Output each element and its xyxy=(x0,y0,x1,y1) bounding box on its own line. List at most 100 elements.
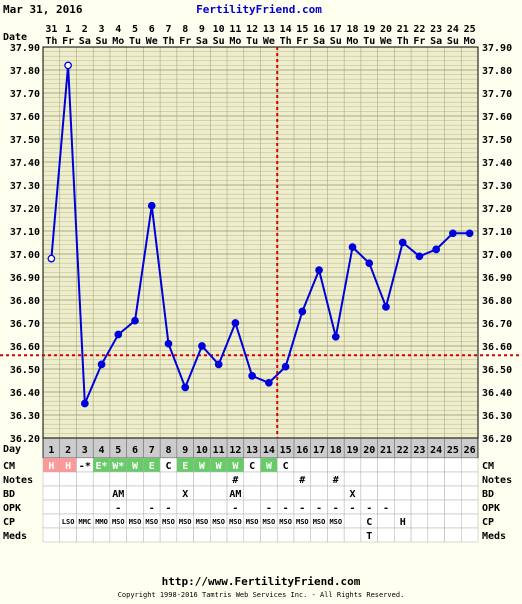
temperature-point[interactable] xyxy=(181,383,190,392)
y-tick-label-left: 36.20 xyxy=(10,434,40,445)
y-tick-label-right: 37.90 xyxy=(482,43,512,54)
row-cell-bd xyxy=(243,485,261,501)
temperature-point[interactable] xyxy=(114,330,123,339)
row-label-opk: OPK xyxy=(3,503,21,514)
day-number: 11 xyxy=(213,445,225,456)
row-cell-meds xyxy=(159,527,178,543)
day-number: 9 xyxy=(182,445,188,456)
temperature-point[interactable] xyxy=(449,229,457,238)
cell-opk: - xyxy=(299,503,305,514)
cell-opk: - xyxy=(333,503,339,514)
temperature-point[interactable] xyxy=(465,229,474,238)
cell-cp: H xyxy=(400,517,406,528)
temperature-point[interactable] xyxy=(147,201,156,210)
day-number: 13 xyxy=(246,445,258,456)
row-cell-opk xyxy=(193,499,211,515)
row-cell-meds xyxy=(210,527,228,543)
day-number: 15 xyxy=(280,445,292,456)
row-cell-cm xyxy=(360,457,378,473)
date-number: 11 xyxy=(229,24,241,35)
temperature-point[interactable] xyxy=(398,238,407,247)
weekday-label: Sa xyxy=(313,36,325,47)
y-tick-label-right: 37.10 xyxy=(482,227,512,238)
day-number: 5 xyxy=(115,445,121,456)
temperature-point[interactable] xyxy=(415,252,424,261)
date-number: 1 xyxy=(65,24,71,35)
row-cell-notes xyxy=(394,471,412,487)
y-tick-label-right: 36.70 xyxy=(482,319,512,330)
date-number: 23 xyxy=(430,24,442,35)
cell-notes: # xyxy=(299,475,305,486)
temperature-point[interactable] xyxy=(248,372,256,380)
y-tick-label-right: 37.60 xyxy=(482,112,512,123)
temperature-point[interactable] xyxy=(47,254,56,263)
cell-opk: - xyxy=(149,503,155,514)
temperature-point[interactable] xyxy=(97,360,106,369)
row-cell-cm xyxy=(427,457,445,473)
cell-cm: W xyxy=(216,461,223,472)
temperature-point[interactable] xyxy=(64,61,72,70)
row-cell-cp xyxy=(444,513,462,529)
y-tick-label-right: 36.50 xyxy=(482,365,512,376)
cell-bd: X xyxy=(182,489,188,500)
y-tick-label-left: 37.80 xyxy=(10,66,40,77)
row-cell-meds xyxy=(226,527,245,543)
row-cell-opk xyxy=(92,499,111,515)
weekday-label: Sa xyxy=(430,36,442,47)
temperature-point[interactable] xyxy=(231,319,240,327)
header-site[interactable]: FertilityFriend.com xyxy=(196,3,322,16)
date-number: 15 xyxy=(296,24,308,35)
row-cell-bd xyxy=(276,485,295,501)
cell-cm: C xyxy=(283,461,289,472)
day-number: 19 xyxy=(346,445,358,456)
cell-cm: -* xyxy=(79,461,91,472)
footer-copyright: Copyright 1998-2016 Tamtris Web Services… xyxy=(118,591,405,599)
row-cell-cm xyxy=(394,457,412,473)
row-cell-meds xyxy=(260,527,278,543)
temperature-point[interactable] xyxy=(432,245,441,254)
row-cell-meds xyxy=(193,527,211,543)
y-tick-label-right: 36.80 xyxy=(482,296,512,307)
cell-cm: W* xyxy=(112,461,124,472)
row-cell-opk xyxy=(76,499,94,515)
date-number: 8 xyxy=(182,24,188,35)
footer-url[interactable]: http://www.FertilityFriend.com xyxy=(162,575,361,588)
temperature-point[interactable] xyxy=(131,316,139,325)
temperature-point[interactable] xyxy=(265,378,273,387)
temperature-point[interactable] xyxy=(281,362,290,371)
temperature-point[interactable] xyxy=(348,243,357,251)
weekday-label: Sa xyxy=(196,36,208,47)
temperature-point[interactable] xyxy=(298,307,307,316)
row-cell-meds xyxy=(427,527,445,543)
cell-cm: H xyxy=(48,461,54,472)
y-tick-label-left: 37.30 xyxy=(10,181,40,192)
y-tick-label-right: 37.20 xyxy=(482,204,512,215)
row-cell-notes xyxy=(92,471,111,487)
row-cell-bd xyxy=(76,485,94,501)
date-number: 19 xyxy=(363,24,375,35)
row-cell-bd xyxy=(461,485,479,501)
cell-opk: - xyxy=(283,503,289,514)
temperature-point[interactable] xyxy=(164,339,173,348)
row-cell-notes xyxy=(377,471,395,487)
cell-cp: C xyxy=(366,517,372,528)
temperature-point[interactable] xyxy=(80,399,89,408)
temperature-point[interactable] xyxy=(382,303,390,311)
temperature-point[interactable] xyxy=(315,266,323,274)
date-number: 14 xyxy=(280,24,292,35)
y-tick-label-left: 37.90 xyxy=(10,43,40,54)
row-cell-opk xyxy=(59,499,77,515)
temperature-point[interactable] xyxy=(214,360,223,369)
y-tick-label-right: 36.30 xyxy=(482,411,512,422)
row-cell-notes xyxy=(360,471,378,487)
cell-cp: MSO xyxy=(313,518,326,526)
temperature-point[interactable] xyxy=(331,332,340,341)
date-number: 21 xyxy=(397,24,409,35)
temperature-point[interactable] xyxy=(365,259,374,268)
temperature-point[interactable] xyxy=(198,342,206,350)
row-cell-cp xyxy=(427,513,445,529)
y-tick-label-right: 36.60 xyxy=(482,342,512,353)
day-number: 22 xyxy=(397,445,409,456)
y-tick-label-right: 36.40 xyxy=(482,388,512,399)
